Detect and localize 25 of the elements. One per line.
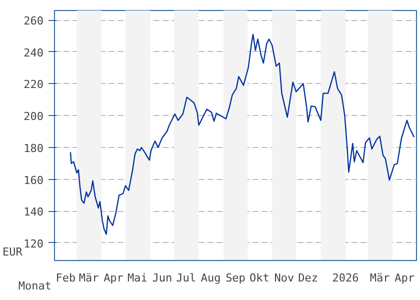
x-tick-label: Jun	[152, 272, 172, 284]
y-tick-label: 120	[24, 237, 44, 250]
y-axis-title: EUR	[2, 246, 23, 258]
y-tick-label: 140	[24, 206, 44, 219]
y-tick-label: 200	[24, 110, 44, 124]
x-tick-label: 2026	[332, 272, 359, 284]
x-tick-label: Nov	[274, 272, 294, 284]
x-tick-label: Apr	[104, 272, 124, 284]
x-tick-label: Mär	[370, 272, 390, 284]
x-tick-label: Mai	[127, 272, 148, 284]
x-tick-label: Apr	[394, 272, 415, 284]
y-tick-label: 160	[24, 174, 44, 187]
x-axis-title: Monat	[18, 280, 52, 292]
x-tick-label: Jul	[176, 272, 196, 284]
x-tick-label: Sep	[226, 272, 246, 284]
x-tick-label: Aug	[200, 272, 221, 284]
x-tick-label: Dez	[298, 272, 318, 284]
y-tick-label: 180	[24, 142, 44, 155]
x-tick-label: Mär	[78, 272, 100, 284]
line-series	[70, 34, 415, 235]
y-tick-label: 260	[24, 14, 44, 28]
x-tick-label: Feb	[56, 272, 76, 284]
x-tick-label: Okt	[249, 272, 270, 284]
y-tick-label: 220	[24, 78, 44, 92]
y-tick-label: 240	[24, 46, 44, 60]
